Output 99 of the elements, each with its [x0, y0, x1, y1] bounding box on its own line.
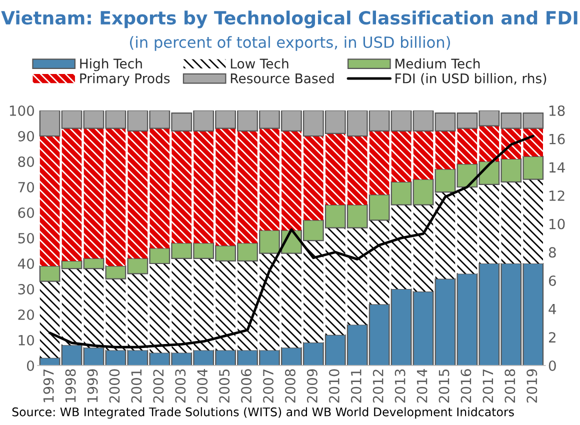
x-tick-label: 2005: [219, 369, 230, 403]
y2-tick-label: 16: [550, 134, 565, 144]
x-tick-label: 2008: [284, 369, 296, 403]
bar: [40, 281, 60, 358]
bar: [391, 130, 412, 182]
bar: [128, 274, 148, 350]
y-tick-label: 40: [18, 258, 34, 269]
x-tick-label: 1997: [43, 369, 54, 402]
bar: [523, 128, 544, 156]
x-tick-label: 2016: [460, 369, 472, 403]
bar: [304, 240, 324, 343]
y2-tick-label: 6: [548, 275, 556, 286]
bar: [172, 130, 192, 244]
x-tick-label: 2001: [131, 370, 142, 403]
bar: [282, 130, 302, 230]
bar: [326, 228, 346, 335]
bar: [501, 182, 522, 264]
y2-tick-label: 12: [550, 190, 564, 201]
y-tick-label: 30: [18, 284, 34, 294]
bar: [128, 130, 148, 258]
bar: [238, 130, 258, 244]
bar: [194, 258, 214, 350]
y-tick-label: 80: [18, 156, 34, 167]
bar: [435, 130, 456, 170]
bar: [304, 136, 324, 220]
legend-label: High Tech: [80, 58, 142, 72]
x-tick-label: 2013: [394, 369, 406, 403]
line-series: [48, 134, 534, 348]
x-tick-label: 2014: [416, 369, 428, 403]
bar: [347, 228, 368, 325]
bar: [457, 128, 478, 164]
bar: [479, 184, 500, 264]
bar: [62, 128, 82, 261]
chart-subtitle: (in percent of total exports, in USD billion): [130, 36, 450, 51]
y2-tick-label: 4: [548, 304, 556, 314]
x-tick-label: 2015: [438, 369, 450, 403]
y2-tick-label: 10: [550, 218, 565, 230]
bar: [238, 260, 258, 350]
x-tick-label: 2000: [109, 369, 120, 403]
y-tick-label: 70: [18, 182, 34, 192]
bar: [106, 278, 126, 350]
bar: [435, 192, 456, 279]
x-tick-label: 1998: [65, 369, 76, 402]
y-tick-label: 60: [18, 207, 34, 218]
bar: [216, 260, 236, 350]
x-tick-label: 2009: [306, 369, 318, 403]
bar: [479, 126, 500, 162]
bar: [326, 133, 346, 205]
bar: [150, 264, 170, 353]
bar: [106, 128, 126, 266]
y2-tick-label: 8: [548, 247, 556, 258]
legend-label: Primary Prods: [80, 73, 170, 86]
y2-tick-label: 18: [550, 105, 565, 116]
y-tick-label: 20: [18, 309, 34, 320]
x-tick-label: 2010: [328, 369, 340, 403]
x-tick-label: 2019: [526, 369, 538, 403]
x-tick-label: 2004: [197, 369, 208, 403]
x-tick-label: 2002: [153, 370, 164, 403]
x-tick-label: 2003: [175, 369, 186, 403]
x-tick-label: 2006: [241, 369, 252, 403]
y-tick-label: 100: [10, 105, 34, 116]
legend-label: Resource Based: [230, 73, 334, 84]
bar: [391, 204, 412, 289]
bar: [150, 128, 170, 248]
bar: [40, 136, 60, 266]
y2-tick-label: 14: [550, 162, 565, 172]
bar: [347, 136, 368, 205]
legend-label: FDI (in USD billion, rhs): [396, 73, 546, 85]
bar: [62, 268, 82, 346]
bar: [457, 187, 478, 274]
bar: [172, 258, 192, 353]
legend-label: Medium Tech: [396, 58, 480, 69]
y-tick-label: 90: [18, 130, 34, 142]
bar: [216, 128, 236, 246]
source-note: Source: WB Integrated Trade Solutions (WITS) and WB World Development Inidcators: [12, 407, 514, 419]
x-tick-label: 1999: [87, 369, 98, 402]
bar: [84, 268, 104, 348]
x-tick-label: 2017: [482, 369, 494, 403]
bar: [194, 130, 214, 244]
bar: [413, 130, 434, 180]
x-tick-label: 2018: [504, 369, 516, 403]
bar: [369, 130, 390, 195]
y-tick-label: 0: [27, 360, 34, 371]
y-tick-label: 50: [18, 232, 34, 244]
legend-label: Low Tech: [230, 58, 288, 69]
x-tick-label: 2007: [263, 369, 274, 403]
bar: [413, 204, 434, 292]
y2-tick-label: 2: [548, 332, 556, 342]
y-tick-label: 10: [18, 334, 34, 346]
chart-title: Vietnam: Exports by Technological Classification and FDI: [1, 10, 578, 28]
y2-tick-label: 0: [548, 360, 556, 371]
bar: [260, 253, 280, 350]
bar: [260, 128, 280, 230]
bar: [282, 253, 302, 348]
x-tick-label: 2011: [350, 370, 362, 403]
bar: [84, 128, 104, 258]
x-tick-label: 2012: [372, 370, 384, 403]
bar: [369, 220, 390, 304]
bar: [523, 179, 544, 264]
